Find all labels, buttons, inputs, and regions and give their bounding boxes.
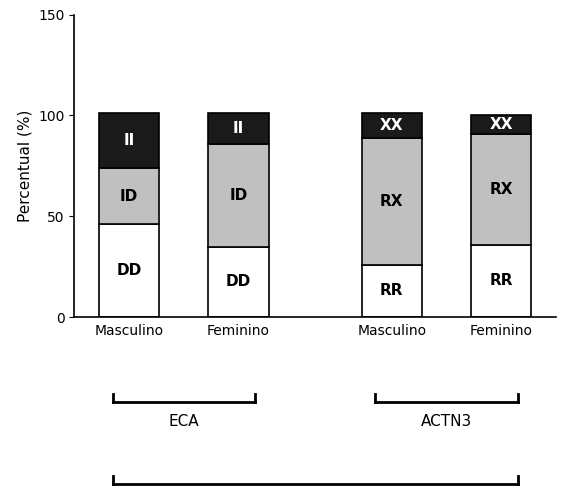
Text: ID: ID <box>229 188 248 203</box>
Bar <box>471 244 531 317</box>
Text: RR: RR <box>380 284 403 299</box>
Text: RR: RR <box>489 273 513 288</box>
Bar <box>209 246 269 317</box>
Text: RX: RX <box>380 194 403 209</box>
Text: RX: RX <box>489 182 513 197</box>
Text: II: II <box>124 133 135 148</box>
Bar <box>362 138 422 265</box>
Bar <box>209 114 269 144</box>
Text: ECA: ECA <box>168 414 199 429</box>
Bar <box>471 116 531 134</box>
Bar <box>99 168 159 224</box>
Text: DD: DD <box>116 264 142 278</box>
Text: DD: DD <box>226 274 251 289</box>
Text: ACTN3: ACTN3 <box>421 414 472 429</box>
Text: XX: XX <box>380 118 403 133</box>
Text: ID: ID <box>120 189 138 203</box>
Bar <box>99 114 159 168</box>
Bar <box>362 114 422 138</box>
Bar <box>209 144 269 246</box>
Text: II: II <box>233 121 244 136</box>
Bar <box>362 265 422 317</box>
Bar <box>99 224 159 317</box>
Y-axis label: Percentual (%): Percentual (%) <box>18 110 33 222</box>
Text: XX: XX <box>489 117 513 132</box>
Bar <box>471 134 531 244</box>
